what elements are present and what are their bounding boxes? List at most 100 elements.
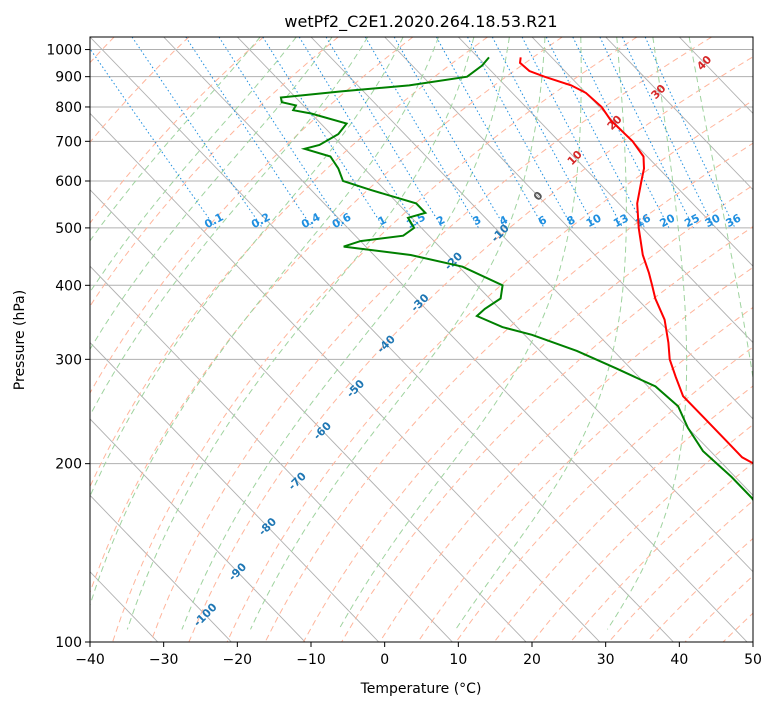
y-ticks: 100 200 300 400 500 600 700 800 900 1000 — [46, 43, 90, 651]
moist-adiabat-line — [90, 37, 297, 294]
dry-adiabat-line — [90, 37, 339, 308]
mixing-ratio-label: 2 — [434, 213, 447, 228]
moist-adiabat-line — [181, 37, 510, 630]
dry-adiabat-line — [90, 37, 414, 395]
moist-adiabat-line — [688, 37, 753, 382]
dry-adiabat-line — [761, 37, 775, 642]
moist-adiabat-lines — [90, 37, 753, 630]
dry-adiabat-line — [455, 346, 753, 642]
isotherm-line — [237, 37, 753, 573]
mixing-ratio-line — [467, 37, 574, 229]
mixing-ratio-label: 6 — [536, 213, 549, 228]
isotherm-line — [605, 37, 753, 191]
plot-frame — [89, 36, 754, 643]
line-labels: 0.1 0.2 0.4 0.6 1 1.5 2 3 4 6 8 10 13 16 20 25 30 36-100-… — [191, 53, 743, 630]
y-tick-label: 400 — [55, 278, 82, 294]
mixing-ratio-line — [90, 47, 217, 229]
mixing-ratio-line — [218, 37, 344, 229]
y-tick-label: 300 — [55, 352, 82, 368]
y-tick-label: 800 — [55, 100, 82, 116]
moist-adiabat-line — [126, 37, 475, 630]
moist-adiabat-line — [90, 37, 333, 351]
mixing-ratio-line — [435, 37, 545, 229]
dry-adiabat-lines — [90, 37, 775, 642]
dewpoint-line — [279, 56, 753, 502]
dry-adiabat-line — [112, 37, 638, 642]
mixing-ratio-label: 13 — [611, 211, 631, 230]
sounding-series — [279, 56, 753, 502]
x-axis-label: Temperature (°C) — [360, 681, 482, 697]
dry-adiabat-line — [90, 37, 264, 224]
y-tick-label: 900 — [55, 70, 82, 86]
dry-adiabat-line — [150, 37, 712, 642]
x-tick-label: 40 — [670, 652, 688, 668]
dry-adiabat-line — [90, 37, 563, 594]
mixing-ratio-line — [364, 37, 480, 229]
isotherm-line — [384, 37, 753, 420]
y-tick-label: 600 — [55, 174, 82, 190]
x-tick-label: −30 — [149, 652, 179, 668]
mixing-ratio-line — [131, 37, 263, 229]
x-tick-label: 50 — [744, 652, 762, 668]
isotherm-line — [458, 37, 753, 344]
mixing-ratio-line — [298, 37, 419, 229]
mixing-ratio-label: 30 — [703, 211, 723, 230]
y-tick-label: 200 — [55, 457, 82, 473]
mixing-ratio-line — [325, 37, 443, 229]
dry-adiabat-line — [188, 56, 753, 642]
y-tick-label: 700 — [55, 134, 82, 150]
temperature-line — [518, 57, 753, 465]
isotherm-line — [90, 112, 601, 642]
moist-adiabat-line — [90, 37, 404, 498]
moist-adiabat-line — [90, 37, 261, 242]
x-tick-label: 30 — [597, 652, 615, 668]
y-tick-label: 500 — [55, 221, 82, 237]
dry-adiabat-line — [302, 184, 753, 642]
dry-adiabat-line — [684, 575, 753, 642]
mixing-ratio-line — [572, 37, 670, 229]
y-tick-label: 100 — [55, 635, 82, 651]
mixing-ratio-line — [393, 37, 506, 229]
mixing-ratio-label: 25 — [682, 211, 702, 230]
mixing-ratio-label: 36 — [724, 211, 744, 230]
isotherm-line — [0, 37, 10, 642]
x-tick-label: −10 — [296, 652, 326, 668]
isotherm-line — [163, 37, 748, 642]
mixing-ratio-label: 20 — [658, 211, 678, 230]
x-tick-label: −20 — [223, 652, 253, 668]
mixing-ratio-label: 1 — [376, 213, 389, 228]
isotherm-line — [90, 341, 380, 642]
isotherm-line — [90, 37, 674, 642]
dry-adiabat-line — [722, 612, 753, 642]
x-tick-label: 0 — [380, 652, 389, 668]
isotherm-line — [90, 494, 232, 642]
moist-adiabat-line — [250, 37, 546, 630]
mixing-ratio-line — [185, 37, 313, 229]
mixing-ratio-label: 16 — [633, 211, 653, 230]
mixing-ratio-line — [491, 37, 596, 229]
y-axis-label: Pressure (hPa) — [12, 290, 28, 390]
mixing-ratio-line — [262, 37, 385, 229]
chart-title: wetPf2_C2E1.2020.264.18.53.R21 — [284, 12, 557, 32]
moist-adiabat-line — [338, 37, 582, 630]
mixing-ratio-line — [644, 37, 736, 229]
x-ticks: −40 −30 −20 −10 0 10 20 30 40 50 — [75, 642, 762, 668]
mixing-ratio-lines — [90, 37, 736, 229]
mixing-ratio-line — [599, 37, 695, 229]
isotherm-line — [752, 37, 753, 38]
dry-adiabat-line — [570, 462, 753, 642]
dry-adiabat-line — [417, 306, 753, 642]
y-tick-label: 1000 — [46, 43, 82, 59]
x-tick-label: 10 — [449, 652, 467, 668]
moist-adiabat-line — [455, 37, 627, 630]
dry-adiabat-line — [264, 142, 753, 642]
mixing-ratio-label: 10 — [584, 211, 604, 230]
isotherm-line — [90, 189, 527, 642]
dry-adiabat-line — [493, 385, 753, 642]
moist-adiabat-line — [606, 37, 688, 630]
isotherm-line — [90, 265, 453, 642]
x-tick-label: 20 — [523, 652, 541, 668]
mixing-ratio-label: 3 — [471, 213, 484, 228]
